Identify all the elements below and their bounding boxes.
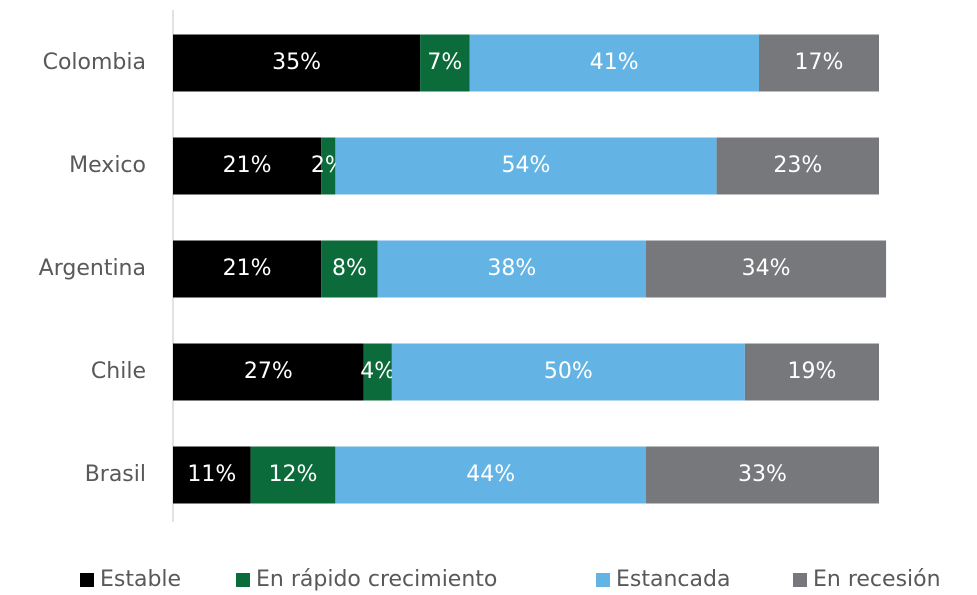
bar-segment	[716, 137, 879, 195]
bar-segment	[335, 137, 717, 195]
y-tick-label: Mexico	[69, 153, 146, 178]
data-label: 54%	[502, 153, 551, 178]
y-tick-label: Chile	[91, 359, 146, 384]
data-label: 50%	[544, 359, 593, 384]
bar-segment	[377, 240, 647, 298]
bar-segment	[391, 343, 745, 401]
y-tick-label: Brasil	[85, 462, 146, 487]
bar-segment	[646, 240, 887, 298]
legend-swatch	[793, 573, 807, 587]
data-label: 7%	[427, 50, 462, 75]
data-label: 38%	[487, 256, 536, 281]
legend-swatch	[236, 573, 250, 587]
bar-segment	[321, 137, 336, 195]
bar-segment	[335, 446, 647, 504]
data-label: 19%	[787, 359, 836, 384]
data-label: 4%	[360, 359, 395, 384]
y-tick-label: Argentina	[39, 256, 146, 281]
y-tick-label: Colombia	[43, 50, 146, 75]
bar-segment	[250, 446, 336, 504]
legend-label: Estancada	[616, 567, 730, 592]
data-label: 33%	[738, 462, 787, 487]
bar-segment	[173, 34, 421, 92]
data-label: 11%	[187, 462, 236, 487]
legend-swatch	[80, 573, 94, 587]
bar-segment	[646, 446, 879, 504]
bar-segment	[420, 34, 470, 92]
data-label: 17%	[795, 50, 844, 75]
data-label: 21%	[223, 153, 272, 178]
bar-segment	[173, 343, 364, 401]
legend-label: En recesión	[813, 567, 941, 592]
data-label: 35%	[272, 50, 321, 75]
bar-segment	[363, 343, 392, 401]
data-label: 8%	[332, 256, 367, 281]
legend-swatch	[596, 573, 610, 587]
bar-segment	[744, 343, 879, 401]
data-label: 34%	[742, 256, 791, 281]
data-label: 12%	[269, 462, 318, 487]
legend-label: Estable	[100, 567, 181, 592]
data-label: 27%	[244, 359, 293, 384]
data-label: 23%	[773, 153, 822, 178]
data-label: 21%	[223, 256, 272, 281]
bar-segment	[469, 34, 759, 92]
bar-segment	[173, 446, 251, 504]
data-label: 41%	[590, 50, 639, 75]
legend-label: En rápido crecimiento	[256, 567, 497, 592]
bar-segment	[758, 34, 879, 92]
data-label: 44%	[466, 462, 515, 487]
bar-segment	[321, 240, 378, 298]
bar-segment	[173, 240, 322, 298]
bar-segment	[173, 137, 322, 195]
